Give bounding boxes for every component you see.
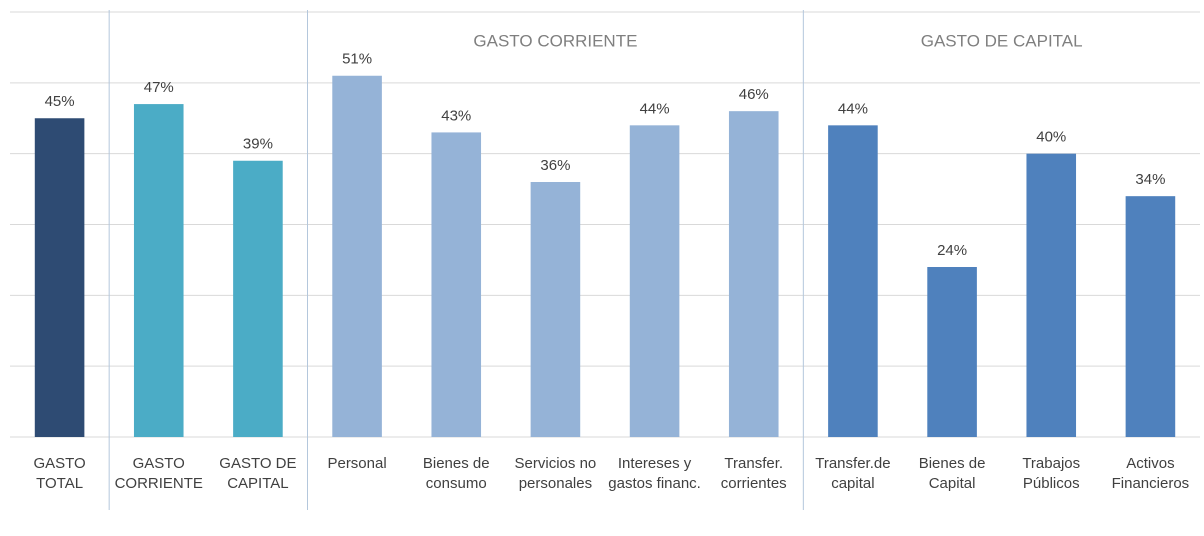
x-tick-label: GASTO CORRIENTE bbox=[114, 455, 203, 492]
bar bbox=[629, 125, 680, 437]
x-tick-label: Personal bbox=[327, 455, 387, 472]
group-label: GASTO CORRIENTE bbox=[473, 31, 637, 50]
value-label: 44% bbox=[838, 100, 868, 117]
value-label: 47% bbox=[144, 79, 174, 96]
bar bbox=[927, 267, 977, 437]
x-tick-label: GASTO DE CAPITAL bbox=[219, 455, 297, 492]
value-label: 45% bbox=[45, 93, 75, 110]
x-tick-label: Bienes de Capital bbox=[918, 455, 986, 492]
value-label: 43% bbox=[441, 107, 471, 124]
x-tick-label: Bienes de consumo bbox=[422, 455, 490, 492]
x-tick-label: Intereses y gastos financ. bbox=[608, 455, 701, 492]
value-label: 39% bbox=[243, 136, 273, 153]
bar bbox=[1125, 196, 1176, 437]
group-label: GASTO DE CAPITAL bbox=[921, 31, 1083, 50]
value-label: 51% bbox=[342, 51, 372, 68]
value-label: 34% bbox=[1135, 171, 1165, 188]
x-tick-label: Transfer.de capital bbox=[815, 455, 891, 492]
value-label: 24% bbox=[937, 242, 967, 259]
value-label: 46% bbox=[739, 86, 769, 103]
bar bbox=[1026, 153, 1077, 437]
value-label: 40% bbox=[1036, 129, 1066, 146]
value-label: 36% bbox=[540, 157, 570, 174]
bar bbox=[728, 111, 779, 438]
x-tick-label: Trabajos Públicos bbox=[1022, 455, 1081, 492]
bar bbox=[133, 104, 184, 437]
bar bbox=[233, 160, 283, 437]
bar bbox=[34, 118, 85, 437]
bar bbox=[431, 132, 482, 437]
bar bbox=[530, 182, 581, 437]
x-tick-label: Transfer. corrientes bbox=[720, 455, 787, 492]
x-tick-label: GASTO TOTAL bbox=[33, 455, 86, 492]
bar bbox=[828, 125, 878, 437]
x-tick-label: Servicios no personales bbox=[514, 455, 597, 492]
x-tick-label: Activos Financieros bbox=[1111, 455, 1190, 492]
bar bbox=[332, 75, 382, 437]
value-label: 44% bbox=[640, 100, 670, 117]
